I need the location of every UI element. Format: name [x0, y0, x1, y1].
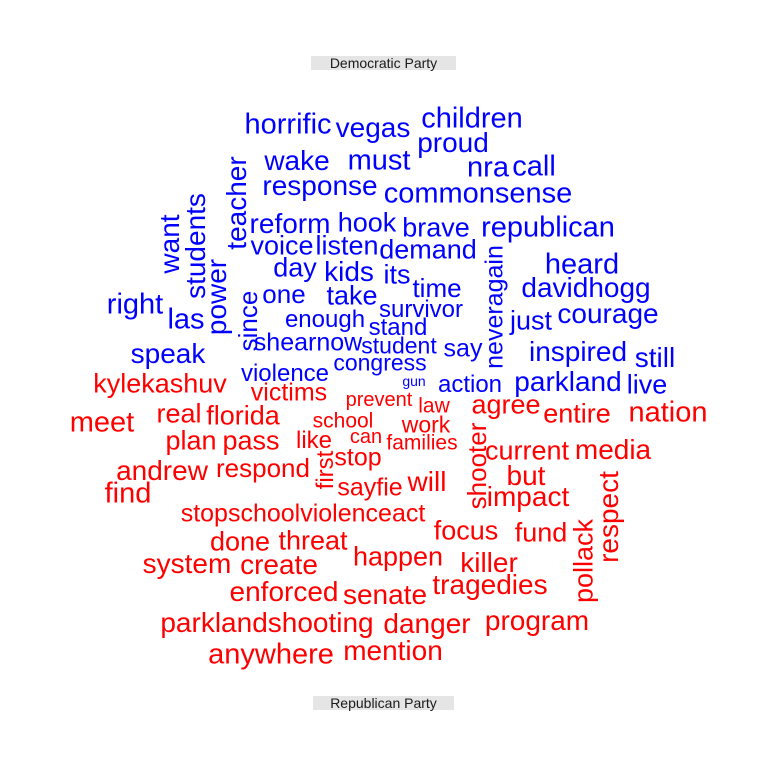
- word-prevent: prevent: [345, 389, 413, 411]
- word-respect: respect: [593, 471, 624, 563]
- word-focus: focus: [433, 515, 499, 546]
- word-time: time: [412, 273, 462, 303]
- word-speak: speak: [130, 338, 206, 369]
- word-take: take: [326, 280, 378, 311]
- word-survivor: survivor: [378, 296, 464, 323]
- word-killer: killer: [460, 547, 518, 578]
- word-call: call: [512, 150, 556, 183]
- word-kids: kids: [324, 256, 374, 287]
- word-teacher: teacher: [221, 156, 252, 250]
- word-real: real: [156, 398, 202, 429]
- word-power: power: [201, 258, 232, 336]
- word-wake: wake: [264, 145, 330, 176]
- word-plan: plan: [165, 425, 217, 456]
- word-but: but: [506, 460, 546, 491]
- word-one: one: [262, 279, 306, 309]
- word-andrew: andrew: [116, 455, 208, 486]
- word-reform: reform: [249, 208, 331, 239]
- word-nation: nation: [628, 396, 708, 429]
- word-school: school: [312, 409, 374, 433]
- word-respond: respond: [216, 453, 310, 483]
- word-parkland: parkland: [514, 366, 622, 397]
- word-brave: brave: [402, 212, 470, 243]
- word-meet: meet: [69, 406, 135, 439]
- word-proud: proud: [417, 127, 489, 158]
- word-can: can: [349, 426, 383, 448]
- word-nra: nra: [467, 151, 509, 184]
- word-stand: stand: [368, 314, 428, 341]
- word-florida: florida: [206, 400, 280, 431]
- word-stopschoolviolenceact: stopschoolviolenceact: [180, 499, 426, 528]
- word-shearnow: shearnow: [253, 328, 363, 357]
- word-media: media: [574, 434, 652, 465]
- word-parklandshooting: parklandshooting: [160, 607, 374, 638]
- word-say: say: [443, 334, 483, 363]
- word-first: first: [312, 450, 339, 490]
- word-fund: fund: [514, 517, 568, 548]
- word-current: current: [484, 435, 570, 466]
- word-will: will: [407, 466, 447, 497]
- word-vegas: vegas: [335, 112, 411, 143]
- word-happen: happen: [352, 541, 444, 572]
- word-las: las: [167, 303, 205, 336]
- word-republican: republican: [481, 211, 615, 244]
- word-children: children: [421, 102, 523, 135]
- word-program: program: [484, 605, 590, 636]
- word-must: must: [347, 144, 411, 177]
- word-find: find: [104, 477, 152, 510]
- word-impact: impact: [486, 481, 570, 512]
- democratic-party-label: Democratic Party: [311, 56, 456, 70]
- word-senate: senate: [342, 579, 428, 610]
- word-families: families: [386, 431, 458, 455]
- word-student: student: [361, 332, 437, 359]
- word-stop: stop: [334, 443, 382, 472]
- word-just: just: [509, 305, 553, 336]
- word-pass: pass: [222, 425, 280, 456]
- word-sayfie: sayfie: [337, 473, 403, 502]
- word-davidhogg: davidhogg: [521, 272, 651, 303]
- word-law: law: [418, 394, 450, 418]
- word-like: like: [295, 427, 333, 454]
- word-heard: heard: [544, 248, 620, 281]
- word-system: system: [142, 548, 232, 579]
- word-mention: mention: [343, 635, 443, 666]
- word-agree: agree: [471, 389, 541, 420]
- word-gun: gun: [402, 373, 426, 389]
- word-congress: congress: [333, 349, 427, 376]
- word-courage: courage: [557, 298, 659, 329]
- word-victims: victims: [250, 378, 328, 407]
- word-listen: listen: [315, 230, 379, 261]
- word-voice: voice: [250, 230, 314, 261]
- word-horrific: horrific: [244, 108, 332, 141]
- word-done: done: [209, 526, 271, 557]
- word-tragedies: tragedies: [432, 569, 548, 600]
- republican-party-label: Republican Party: [313, 696, 454, 710]
- word-live: live: [626, 369, 668, 400]
- word-kylekashuv: kylekashuv: [93, 368, 227, 399]
- word-commonsense: commonsense: [383, 177, 573, 210]
- word-pollack: pollack: [568, 518, 599, 604]
- word-work: work: [401, 411, 451, 438]
- word-still: still: [634, 342, 676, 373]
- word-demand: demand: [379, 234, 477, 265]
- word-action: action: [437, 371, 503, 398]
- word-inspired: inspired: [528, 336, 628, 367]
- word-danger: danger: [383, 608, 471, 639]
- word-threat: threat: [278, 525, 348, 556]
- word-its: its: [383, 259, 411, 290]
- word-response: response: [262, 170, 378, 201]
- word-want: want: [154, 214, 185, 274]
- word-enough: enough: [284, 306, 366, 333]
- word-violence: violence: [240, 360, 330, 387]
- word-right: right: [106, 288, 164, 321]
- word-enforced: enforced: [229, 576, 339, 607]
- word-hook: hook: [337, 207, 397, 238]
- word-day: day: [273, 252, 317, 283]
- word-anywhere: anywhere: [208, 638, 334, 671]
- word-create: create: [240, 549, 318, 580]
- word-neveragain: neveragain: [480, 245, 509, 369]
- word-entire: entire: [543, 398, 611, 429]
